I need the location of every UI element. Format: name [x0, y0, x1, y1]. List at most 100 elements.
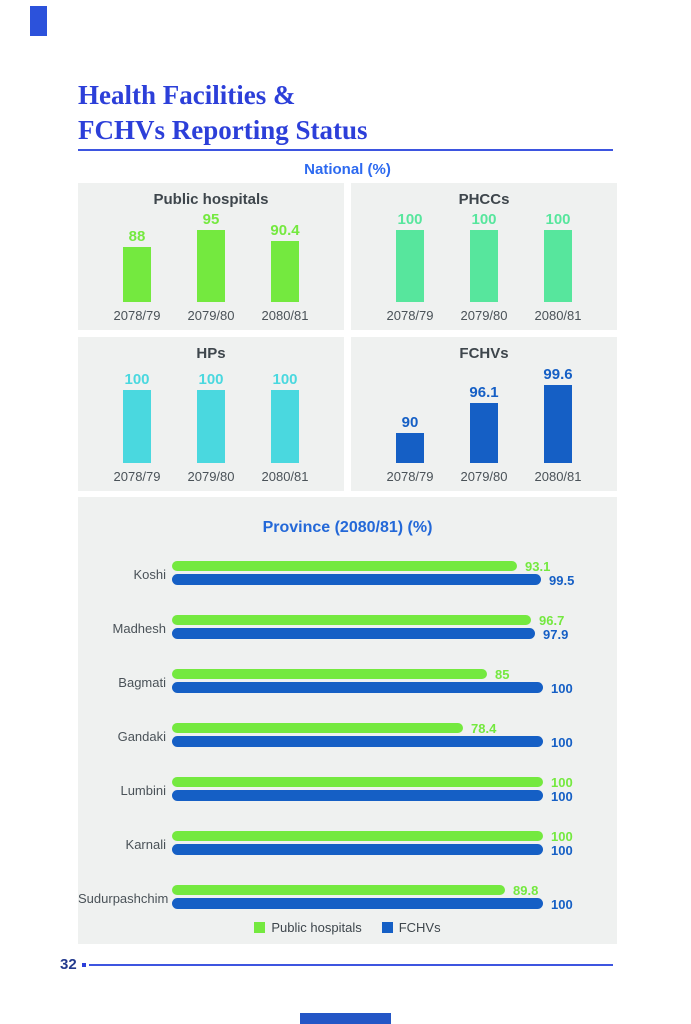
bar-value-label: 100	[198, 371, 224, 388]
bar	[172, 682, 543, 693]
bar	[172, 898, 543, 909]
bar	[197, 390, 225, 463]
bar-column: 100 2079/80	[188, 371, 235, 484]
bar-column: 95 2079/80	[188, 211, 235, 323]
province-label: Lumbini	[120, 783, 166, 798]
chart-title: HPs	[196, 345, 226, 362]
bar-column: 100 2078/79	[114, 371, 161, 484]
bar-value-label: 89.8	[513, 883, 539, 898]
bar-value-label: 100	[551, 843, 573, 858]
province-label: Sudurpashchim	[78, 891, 169, 906]
bar-value-label: 78.4	[471, 721, 497, 736]
bar	[470, 230, 498, 302]
legend-label: FCHVs	[398, 920, 441, 935]
bar-value-label: 100	[551, 775, 573, 790]
legend-swatch	[254, 922, 266, 933]
bar-column: 88 2078/79	[114, 228, 161, 323]
bar	[172, 574, 541, 585]
x-axis-tick-label: 2078/79	[113, 469, 161, 484]
bar-value-label: 99.5	[549, 573, 575, 588]
bar	[172, 615, 531, 625]
legend-item: FCHVs	[381, 920, 441, 935]
bar-value-label: 88	[128, 228, 146, 245]
bar-value-label: 100	[397, 211, 423, 228]
bar-group: 88 2078/79 95 2079/80 90.4 2080/81	[78, 211, 344, 323]
bar-group: 90 2078/79 96.1 2079/80 99.6 2080/81	[351, 366, 617, 484]
page-title: Health Facilities & FCHVs Reporting Stat…	[78, 78, 613, 148]
legend-swatch	[381, 922, 393, 933]
province-row: Gandaki 78.4 100	[78, 721, 617, 750]
bar-value-label: 100	[551, 681, 573, 696]
bar	[271, 390, 299, 463]
chart-legend: Public hospitals FCHVs	[78, 920, 617, 935]
bar-column: 100 2080/81	[262, 371, 309, 484]
bar-value-label: 100	[551, 735, 573, 750]
bar-value-label: 100	[551, 829, 573, 844]
bar	[172, 628, 535, 639]
province-label: Koshi	[133, 567, 166, 582]
bar-column: 100 2080/81	[535, 211, 582, 323]
province-label: Gandaki	[117, 729, 166, 744]
x-axis-tick-label: 2079/80	[460, 308, 508, 323]
national-chart-fchvs: FCHVs 90 2078/79 96.1 2079/80 99.6 2080/81	[351, 337, 617, 491]
bar-group: 100 2078/79 100 2079/80 100 2080/81	[78, 371, 344, 484]
province-label: Karnali	[125, 837, 166, 852]
footer-accent-bar	[300, 1013, 391, 1024]
bar	[123, 247, 151, 302]
x-axis-tick-label: 2078/79	[113, 308, 161, 323]
bar-column: 96.1 2079/80	[461, 384, 508, 484]
x-axis-tick-label: 2080/81	[261, 469, 309, 484]
bar-value-label: 93.1	[525, 559, 551, 574]
page-title-line2: FCHVs Reporting Status	[78, 115, 368, 145]
province-row: Lumbini 100 100	[78, 775, 617, 804]
bar-value-label: 85	[495, 667, 510, 682]
footer-rule	[89, 964, 613, 966]
bar	[470, 403, 498, 463]
bar-column: 90 2078/79	[387, 414, 434, 484]
national-chart-public-hospitals: Public hospitals 88 2078/79 95 2079/80 90.4 20…	[78, 183, 344, 330]
bar	[172, 777, 543, 787]
bar-value-label: 99.6	[543, 366, 573, 383]
bar-value-label: 100	[551, 789, 573, 804]
national-section-label: National (%)	[304, 161, 391, 178]
bar-value-label: 100	[471, 211, 497, 228]
page-number: 32	[60, 956, 77, 973]
bar	[172, 723, 463, 733]
chart-title: FCHVs	[459, 345, 509, 362]
province-row: Madhesh 96.7 97.9	[78, 613, 617, 642]
bar	[172, 669, 487, 679]
bar	[172, 790, 543, 801]
province-row: Sudurpashchim 89.8 100	[78, 883, 617, 912]
bar	[172, 736, 543, 747]
bar-value-label: 97.9	[543, 627, 569, 642]
x-axis-tick-label: 2080/81	[261, 308, 309, 323]
bar-value-label: 100	[124, 371, 150, 388]
x-axis-tick-label: 2079/80	[187, 469, 235, 484]
x-axis-tick-label: 2079/80	[187, 308, 235, 323]
bar-value-label: 95	[202, 211, 220, 228]
bar-value-label: 90	[401, 414, 419, 431]
chart-title: PHCCs	[458, 191, 510, 208]
bar-value-label: 100	[545, 211, 571, 228]
footer-dot	[82, 963, 86, 967]
bar-group: 100 2078/79 100 2079/80 100 2080/81	[351, 211, 617, 323]
bar	[172, 885, 505, 895]
title-underline	[78, 149, 613, 151]
bar	[271, 241, 299, 302]
bar	[396, 230, 424, 302]
x-axis-tick-label: 2078/79	[386, 308, 434, 323]
national-chart-hps: HPs 100 2078/79 100 2079/80 100 2080/81	[78, 337, 344, 491]
province-chart: Province (2080/81) (%) Koshi 93.1 99.5 Madhe…	[78, 497, 617, 944]
page-corner-tab	[30, 6, 47, 36]
bar-value-label: 100	[551, 897, 573, 912]
page-title-line1: Health Facilities &	[78, 80, 296, 110]
legend-item: Public hospitals	[254, 920, 362, 935]
x-axis-tick-label: 2078/79	[386, 469, 434, 484]
bar	[123, 390, 151, 463]
bar	[172, 844, 543, 855]
legend-label: Public hospitals	[271, 920, 362, 935]
chart-title: Public hospitals	[153, 191, 269, 208]
province-row: Karnali 100 100	[78, 829, 617, 858]
bar	[197, 230, 225, 302]
